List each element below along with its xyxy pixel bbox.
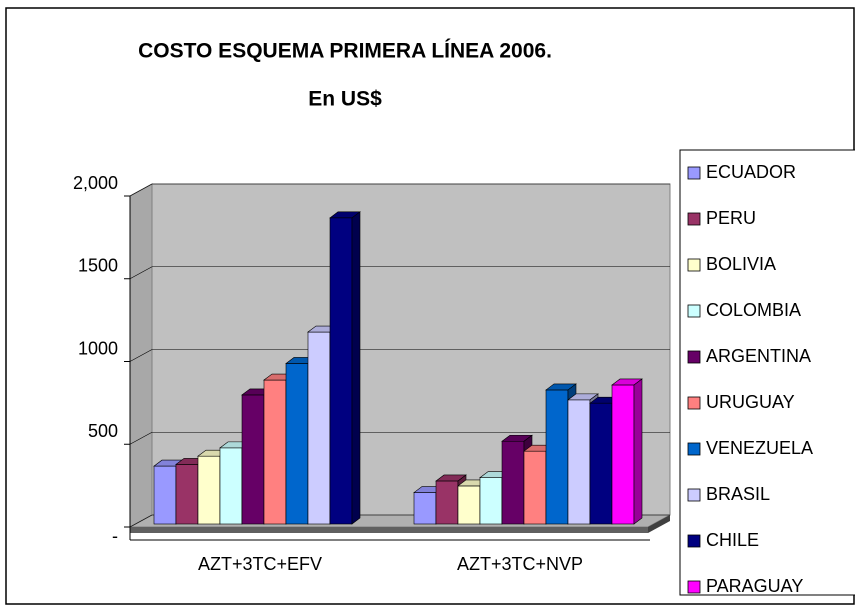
legend-label: COLOMBIA <box>706 300 801 320</box>
legend-label: PARAGUAY <box>706 576 803 596</box>
bar-front <box>285 363 309 525</box>
bar-front <box>153 465 177 525</box>
y-tick-label: 2,000 <box>73 173 118 193</box>
legend-label: PERU <box>706 208 756 228</box>
bar-front <box>329 217 353 525</box>
y-tick-label: - <box>112 526 118 546</box>
legend-label: VENEZUELA <box>706 438 813 458</box>
bar-front <box>611 384 635 525</box>
chart-subtitle: En US$ <box>308 88 382 111</box>
x-tick-label: AZT+3TC+NVP <box>457 554 583 574</box>
legend-label: CHILE <box>706 530 759 550</box>
grid-line <box>129 431 153 445</box>
x-tick-label: AZT+3TC+EFV <box>198 554 322 574</box>
legend-swatch <box>687 258 701 272</box>
bar <box>611 378 643 525</box>
bar-front <box>479 477 503 525</box>
bar <box>329 211 361 525</box>
bar-front <box>219 447 243 525</box>
y-tick-label: 1500 <box>78 256 118 276</box>
floor-edge <box>130 527 648 533</box>
legend-swatch <box>687 350 701 364</box>
legend-label: ECUADOR <box>706 162 796 182</box>
y-tick-label: 1000 <box>78 338 118 358</box>
legend-swatch <box>687 396 701 410</box>
bar-front <box>175 464 199 525</box>
grid-line <box>129 183 153 197</box>
grid-line <box>129 514 153 528</box>
legend-swatch <box>687 442 701 456</box>
legend-swatch <box>687 580 701 594</box>
bar-front <box>263 379 287 525</box>
legend-label: BRASIL <box>706 484 770 504</box>
grid-line <box>129 349 153 362</box>
bar-front <box>523 450 547 525</box>
legend-swatch <box>687 212 701 226</box>
bar-side <box>633 378 643 525</box>
legend-swatch <box>687 166 701 180</box>
bar-front <box>545 389 569 525</box>
legend-label: BOLIVIA <box>706 254 776 274</box>
bar-front <box>197 455 221 525</box>
bar-front <box>567 399 591 525</box>
bar-front <box>501 440 525 525</box>
bar-side <box>351 211 361 525</box>
bar-front <box>241 394 265 525</box>
bar-front <box>413 492 437 525</box>
floor-edge <box>648 515 670 533</box>
bar-front <box>589 402 613 525</box>
legend <box>679 149 855 596</box>
grid-line <box>129 266 153 280</box>
legend-swatch <box>687 304 701 318</box>
legend-swatch <box>687 534 701 548</box>
bar-front <box>457 485 481 525</box>
legend-label: ARGENTINA <box>706 346 811 366</box>
legend-label: URUGUAY <box>706 392 795 412</box>
bar-front <box>307 331 331 525</box>
bar-front <box>435 480 459 525</box>
y-tick-label: 500 <box>88 421 118 441</box>
chart-title: COSTO ESQUEMA PRIMERA LÍNEA 2006. <box>138 40 552 63</box>
legend-swatch <box>687 488 701 502</box>
